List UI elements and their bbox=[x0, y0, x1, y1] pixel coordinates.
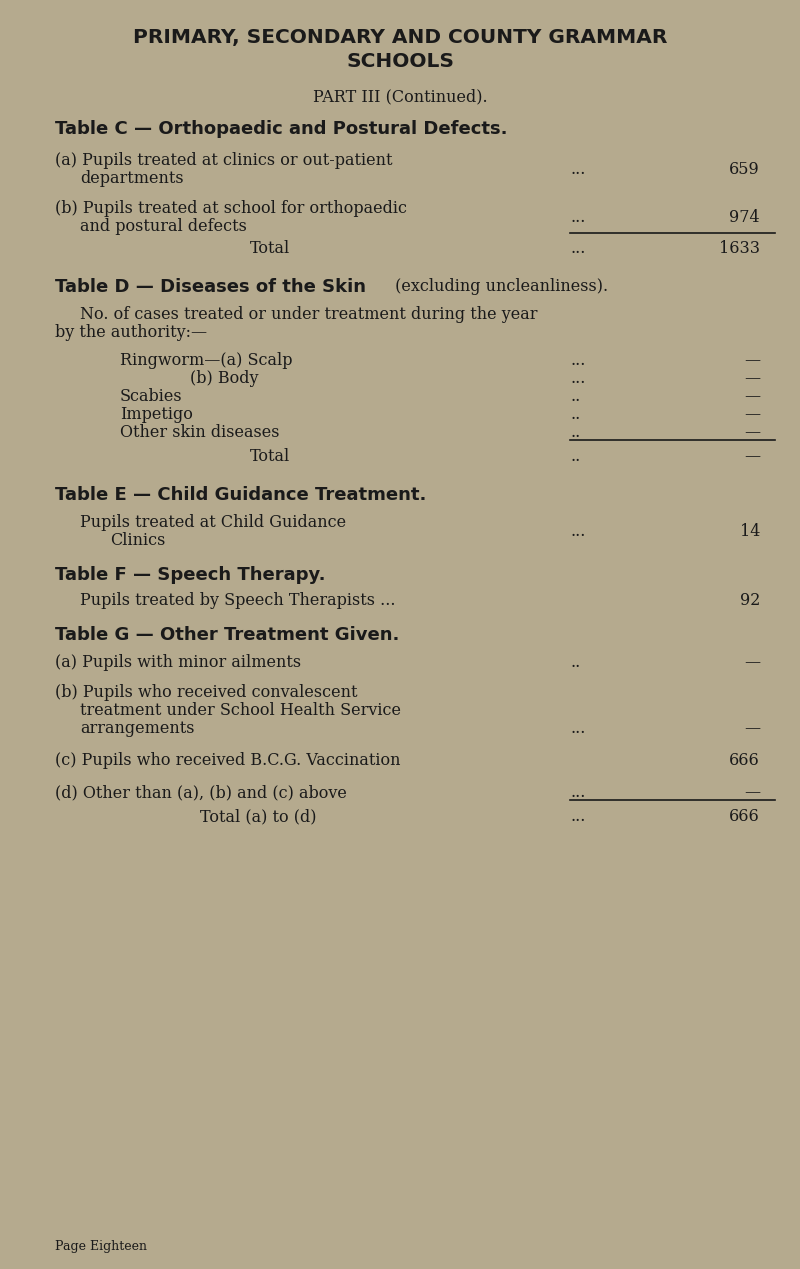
Text: ...: ... bbox=[570, 240, 586, 258]
Text: Table C — Orthopaedic and Postural Defects.: Table C — Orthopaedic and Postural Defec… bbox=[55, 121, 507, 138]
Text: PRIMARY, SECONDARY AND COUNTY GRAMMAR: PRIMARY, SECONDARY AND COUNTY GRAMMAR bbox=[133, 28, 667, 47]
Text: —: — bbox=[744, 388, 760, 405]
Text: —: — bbox=[744, 371, 760, 387]
Text: ..: .. bbox=[570, 448, 580, 464]
Text: Pupils treated at Child Guidance: Pupils treated at Child Guidance bbox=[80, 514, 346, 530]
Text: ..: .. bbox=[570, 388, 580, 405]
Text: ...: ... bbox=[570, 720, 586, 737]
Text: Page Eighteen: Page Eighteen bbox=[55, 1240, 147, 1253]
Text: SCHOOLS: SCHOOLS bbox=[346, 52, 454, 71]
Text: (a) Pupils with minor ailments: (a) Pupils with minor ailments bbox=[55, 654, 301, 671]
Text: Clinics: Clinics bbox=[110, 532, 166, 549]
Text: 666: 666 bbox=[730, 808, 760, 825]
Text: 92: 92 bbox=[740, 593, 760, 609]
Text: (b) Pupils treated at school for orthopaedic: (b) Pupils treated at school for orthopa… bbox=[55, 201, 407, 217]
Text: Ringworm—(a) Scalp: Ringworm—(a) Scalp bbox=[120, 352, 293, 369]
Text: —: — bbox=[744, 406, 760, 423]
Text: arrangements: arrangements bbox=[80, 720, 194, 737]
Text: —: — bbox=[744, 448, 760, 464]
Text: Total (a) to (d): Total (a) to (d) bbox=[200, 808, 317, 825]
Text: (b) Body: (b) Body bbox=[190, 371, 258, 387]
Text: 1633: 1633 bbox=[719, 240, 760, 258]
Text: Scabies: Scabies bbox=[120, 388, 182, 405]
Text: treatment under School Health Service: treatment under School Health Service bbox=[80, 702, 401, 720]
Text: —: — bbox=[744, 352, 760, 369]
Text: (b) Pupils who received convalescent: (b) Pupils who received convalescent bbox=[55, 684, 358, 700]
Text: Table F — Speech Therapy.: Table F — Speech Therapy. bbox=[55, 566, 326, 584]
Text: ..: .. bbox=[570, 654, 580, 671]
Text: Table G — Other Treatment Given.: Table G — Other Treatment Given. bbox=[55, 626, 399, 643]
Text: Total: Total bbox=[250, 240, 290, 258]
Text: Other skin diseases: Other skin diseases bbox=[120, 424, 279, 442]
Text: (c) Pupils who received B.C.G. Vaccination: (c) Pupils who received B.C.G. Vaccinati… bbox=[55, 753, 401, 769]
Text: ...: ... bbox=[570, 209, 586, 226]
Text: (a) Pupils treated at clinics or out-patient: (a) Pupils treated at clinics or out-pat… bbox=[55, 152, 393, 169]
Text: Table E — Child Guidance Treatment.: Table E — Child Guidance Treatment. bbox=[55, 486, 426, 504]
Text: ...: ... bbox=[570, 523, 586, 541]
Text: Impetigo: Impetigo bbox=[120, 406, 193, 423]
Text: ..: .. bbox=[570, 406, 580, 423]
Text: 659: 659 bbox=[730, 161, 760, 178]
Text: No. of cases treated or under treatment during the year: No. of cases treated or under treatment … bbox=[80, 306, 538, 324]
Text: ...: ... bbox=[570, 161, 586, 178]
Text: —: — bbox=[744, 720, 760, 737]
Text: 666: 666 bbox=[730, 753, 760, 769]
Text: departments: departments bbox=[80, 170, 184, 187]
Text: ...: ... bbox=[570, 352, 586, 369]
Text: 14: 14 bbox=[740, 523, 760, 541]
Text: (d) Other than (a), (b) and (c) above: (d) Other than (a), (b) and (c) above bbox=[55, 784, 347, 801]
Text: and postural defects: and postural defects bbox=[80, 218, 247, 235]
Text: ...: ... bbox=[570, 808, 586, 825]
Text: —: — bbox=[744, 654, 760, 671]
Text: by the authority:—: by the authority:— bbox=[55, 324, 207, 341]
Text: Table D — Diseases of the Skin: Table D — Diseases of the Skin bbox=[55, 278, 366, 296]
Text: Pupils treated by Speech Therapists ...: Pupils treated by Speech Therapists ... bbox=[80, 593, 395, 609]
Text: 974: 974 bbox=[730, 209, 760, 226]
Text: ...: ... bbox=[570, 784, 586, 801]
Text: PART III (Continued).: PART III (Continued). bbox=[313, 88, 487, 105]
Text: Total: Total bbox=[250, 448, 290, 464]
Text: —: — bbox=[744, 424, 760, 442]
Text: ...: ... bbox=[570, 371, 586, 387]
Text: ..: .. bbox=[570, 424, 580, 442]
Text: —: — bbox=[744, 784, 760, 801]
Text: (excluding uncleanliness).: (excluding uncleanliness). bbox=[390, 278, 608, 294]
